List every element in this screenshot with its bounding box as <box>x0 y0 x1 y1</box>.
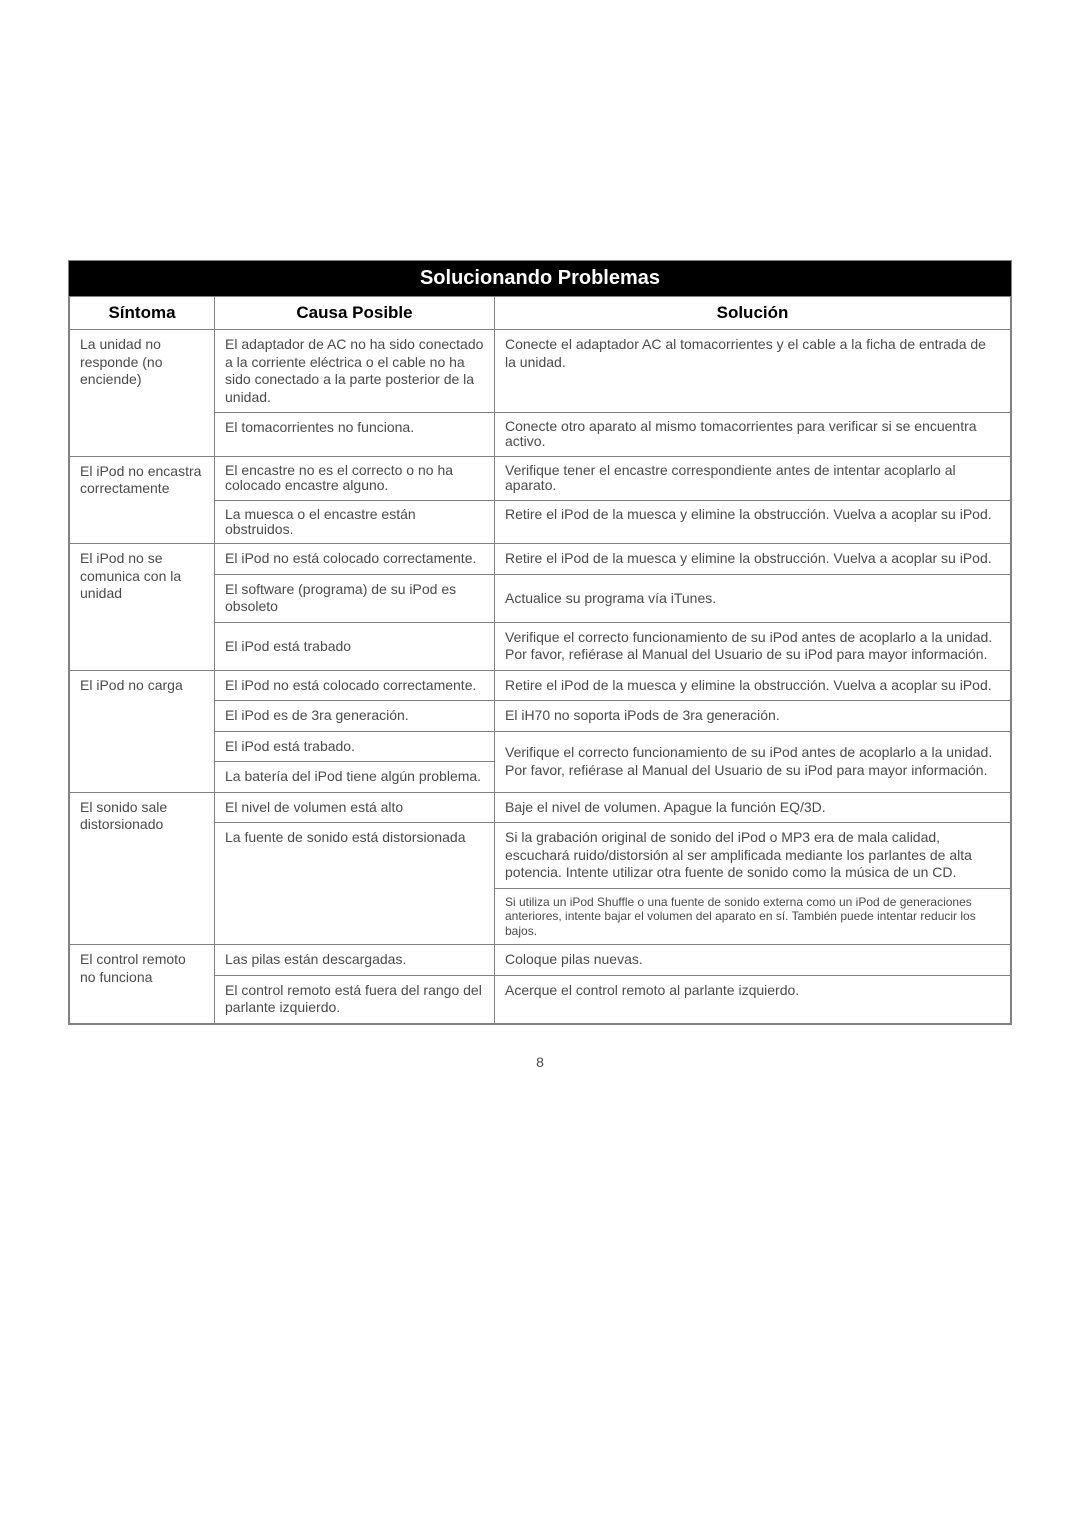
solution-cell: Conecte el adaptador AC al tomacorriente… <box>495 330 1011 413</box>
troubleshooting-panel: Solucionando Problemas Síntoma Causa Pos… <box>68 260 1012 1025</box>
cause-cell: El iPod está trabado. <box>215 731 495 762</box>
cause-cell: El software (programa) de su iPod es obs… <box>215 574 495 622</box>
cause-cell: El iPod no está colocado correctamente. <box>215 544 495 575</box>
table-row: El control remoto no funciona Las pilas … <box>70 945 1011 976</box>
solution-cell: Verifique tener el encastre correspondie… <box>495 456 1011 500</box>
symptom-cell: El iPod no se comunica con la unidad <box>70 544 215 671</box>
cause-cell: La muesca o el encastre están obstruidos… <box>215 500 495 544</box>
cause-cell: El control remoto está fuera del rango d… <box>215 975 495 1023</box>
symptom-cell: La unidad no responde (no enciende) <box>70 330 215 457</box>
panel-title: Solucionando Problemas <box>69 261 1011 296</box>
table-row: El sonido sale distorsionado El nivel de… <box>70 792 1011 823</box>
header-solution: Solución <box>495 297 1011 330</box>
cause-cell: El iPod no está colocado correctamente. <box>215 670 495 701</box>
symptom-cell: El sonido sale distorsionado <box>70 792 215 944</box>
solution-cell: Retire el iPod de la muesca y elimine la… <box>495 670 1011 701</box>
solution-cell: El iH70 no soporta iPods de 3ra generaci… <box>495 701 1011 732</box>
cause-cell: La fuente de sonido está distorsionada <box>215 823 495 945</box>
page-number: 8 <box>0 1054 1080 1070</box>
table-header-row: Síntoma Causa Posible Solución <box>70 297 1011 330</box>
solution-cell: Verifique el correcto funcionamiento de … <box>495 731 1011 792</box>
solution-cell: Si la grabación original de sonido del i… <box>495 823 1011 889</box>
solution-cell: Verifique el correcto funcionamiento de … <box>495 622 1011 670</box>
table-row: El iPod no encastra correctamente El enc… <box>70 456 1011 500</box>
cause-cell: El iPod está trabado <box>215 622 495 670</box>
solution-cell: Retire el iPod de la muesca y elimine la… <box>495 500 1011 544</box>
solution-cell: Retire el iPod de la muesca y elimine la… <box>495 544 1011 575</box>
table-row: El iPod no se comunica con la unidad El … <box>70 544 1011 575</box>
cause-cell: El iPod es de 3ra generación. <box>215 701 495 732</box>
solution-cell: Actualice su programa vía iTunes. <box>495 574 1011 622</box>
header-cause: Causa Posible <box>215 297 495 330</box>
cause-cell: El adaptador de AC no ha sido conectado … <box>215 330 495 413</box>
symptom-cell: El iPod no carga <box>70 670 215 792</box>
solution-cell: Coloque pilas nuevas. <box>495 945 1011 976</box>
symptom-cell: El iPod no encastra correctamente <box>70 456 215 544</box>
solution-cell: Si utiliza un iPod Shuffle o una fuente … <box>495 888 1011 944</box>
troubleshooting-table: Síntoma Causa Posible Solución La unidad… <box>69 296 1011 1024</box>
solution-cell: Baje el nivel de volumen. Apague la func… <box>495 792 1011 823</box>
header-symptom: Síntoma <box>70 297 215 330</box>
cause-cell: El encastre no es el correcto o no ha co… <box>215 456 495 500</box>
cause-cell: El nivel de volumen está alto <box>215 792 495 823</box>
solution-cell: Acerque el control remoto al parlante iz… <box>495 975 1011 1023</box>
table-row: El iPod no carga El iPod no está colocad… <box>70 670 1011 701</box>
cause-cell: La batería del iPod tiene algún problema… <box>215 762 495 793</box>
cause-cell: Las pilas están descargadas. <box>215 945 495 976</box>
solution-cell: Conecte otro aparato al mismo tomacorrie… <box>495 413 1011 457</box>
table-row: La unidad no responde (no enciende) El a… <box>70 330 1011 413</box>
cause-cell: El tomacorrientes no funciona. <box>215 413 495 457</box>
symptom-cell: El control remoto no funciona <box>70 945 215 1024</box>
